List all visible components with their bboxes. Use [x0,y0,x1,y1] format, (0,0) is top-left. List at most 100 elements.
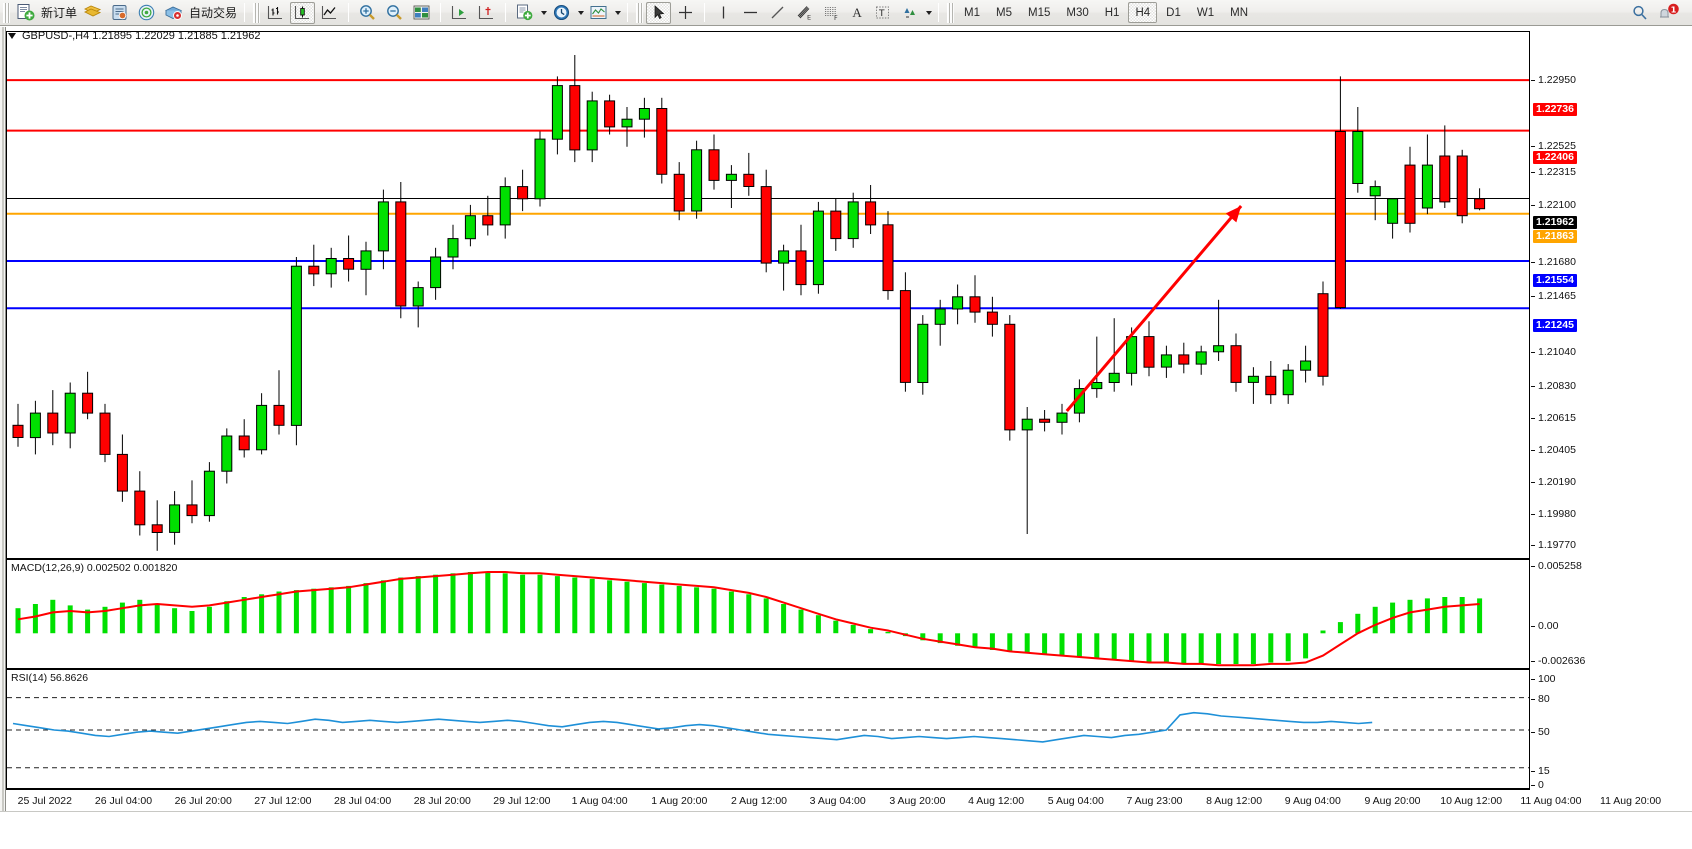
vertical-line-button[interactable] [711,2,736,24]
macd-histogram-bar [1372,606,1378,634]
candle [1056,412,1068,423]
time-axis-label: 25 Jul 2022 [17,795,72,807]
price-tick: 1.20190 [1531,476,1576,488]
toolbar-grip-2[interactable] [253,2,261,23]
time-axis-label: 11 Aug 20:00 [1600,795,1662,807]
time-axis[interactable]: 25 Jul 2022 26 Jul 04:00 26 Jul 20:00 27 Ju… [6,789,1661,811]
period-dropdown[interactable] [576,3,585,23]
new-chart-button[interactable] [512,2,537,24]
tick-dash-icon [1531,351,1535,353]
toolbar-grip-4[interactable] [947,2,955,23]
new-order-button[interactable] [13,2,38,24]
terminal-icon [112,5,127,20]
candle [1195,351,1207,365]
templates-button[interactable] [586,2,611,24]
candle [1474,198,1486,210]
line-chart-button[interactable] [317,2,342,24]
new-chart-icon [517,4,533,21]
toolbar-grip-1[interactable] [3,2,10,23]
crosshair-icon [679,6,693,19]
timeframe-mn[interactable]: MN [1230,7,1248,19]
zoom-in-button[interactable] [355,2,380,24]
macd-histogram-bar [415,576,421,634]
macd-histogram-bar [67,605,73,634]
macd-pane[interactable]: MACD(12,26,9) 0.002502 0.001820 [6,559,1530,669]
timeframe-h1[interactable]: H1 [1104,7,1120,19]
timeframe-m15[interactable]: M15 [1028,7,1051,19]
chart-title-text: GBPUSD-,H4 1.21895 1.22029 1.21885 1.219… [22,30,261,42]
candle [64,392,76,434]
price-tick: 1.19980 [1531,508,1576,520]
price-tick: 1.22315 [1531,166,1576,178]
macd-histogram-bar [1320,630,1326,634]
timeframe-m1[interactable]: M1 [964,7,981,19]
price-tag[interactable]: 1.21962 [1533,215,1577,229]
candlestick-chart-button[interactable] [290,1,316,24]
tile-windows-button[interactable] [409,2,434,24]
shapes-button[interactable] [897,2,922,24]
new-chart-dropdown[interactable] [539,3,548,23]
chart-symbol-header[interactable]: GBPUSD-,H4 1.21895 1.22029 1.21885 1.219… [8,30,261,42]
price-pane[interactable] [6,31,1530,559]
auto-scroll-button[interactable] [474,2,499,24]
macd-label: MACD(12,26,9) 0.002502 0.001820 [11,562,178,574]
shapes-dropdown[interactable] [924,3,933,23]
candle [290,265,302,426]
candle [203,470,215,517]
chart-menu-triangle-icon[interactable] [8,33,16,39]
timeframe-m5[interactable]: M5 [996,7,1012,19]
time-axis-label: 7 Aug 23:00 [1126,795,1183,807]
templates-dropdown[interactable] [613,3,622,23]
trendline-button[interactable] [765,2,790,24]
shapes-icon [904,8,916,18]
time-axis-label: 28 Jul 20:00 [413,795,471,807]
candle [778,250,790,264]
terminal-button[interactable] [107,2,132,24]
candle [1021,418,1033,431]
price-scale[interactable]: 1.22950 1.22525 1.22315 1.22100 1.21680 1.214… [1531,31,1691,559]
navigator-button[interactable] [134,2,159,24]
zoom-out-button[interactable] [382,2,407,24]
price-tag[interactable]: 1.22406 [1533,150,1577,164]
candle [586,100,598,151]
toolbar-grip-3[interactable] [636,2,644,23]
search-button[interactable] [1627,2,1653,24]
rsi-pane[interactable]: RSI(14) 56.8626 [6,669,1530,789]
shift-end-button[interactable] [447,2,472,24]
notification-button[interactable]: 1 [1655,2,1683,24]
candle [673,173,685,212]
macd-histogram-bar [1303,633,1309,659]
price-tag[interactable]: 1.21863 [1533,229,1577,243]
auto-trading-button[interactable] [161,2,186,24]
timeframe-m30[interactable]: M30 [1066,7,1089,19]
timeframe-w1[interactable]: W1 [1196,7,1215,19]
macd-histogram-bar [641,583,647,634]
horizontal-line-button[interactable] [738,2,763,24]
cursor-button[interactable] [646,1,672,24]
rsi-scale[interactable]: 100 80 50 15 0 [1531,669,1691,791]
candle [604,100,616,128]
text-label-button[interactable]: T [870,2,895,24]
timeframe-d1[interactable]: D1 [1166,7,1181,19]
price-tag[interactable]: 1.22736 [1533,102,1577,116]
price-tag[interactable]: 1.21554 [1533,273,1577,287]
fibonacci-button[interactable]: F [819,2,844,24]
price-tick: 1.22950 [1531,74,1576,86]
macd-histogram-bar [850,624,856,634]
folder-button[interactable] [80,2,105,24]
macd-histogram-bar [1007,633,1013,652]
price-tag[interactable]: 1.21245 [1533,318,1577,332]
period-button[interactable] [549,2,574,24]
crosshair-button[interactable] [673,2,698,24]
candle [830,210,842,240]
timeframe-h4[interactable]: H4 [1128,2,1158,23]
equidistant-channel-button[interactable]: E [792,2,817,24]
macd-scale[interactable]: 0.005258 0.00 -0.002636 [1531,559,1691,669]
bar-chart-button[interactable] [263,2,288,24]
rsi-tick: 80 [1531,693,1550,705]
text-button[interactable]: A [852,4,862,20]
candle [708,149,720,181]
time-axis-label: 28 Jul 04:00 [333,795,392,807]
chart-scroll-grip[interactable] [0,27,6,849]
macd-histogram-bar [1407,599,1413,634]
